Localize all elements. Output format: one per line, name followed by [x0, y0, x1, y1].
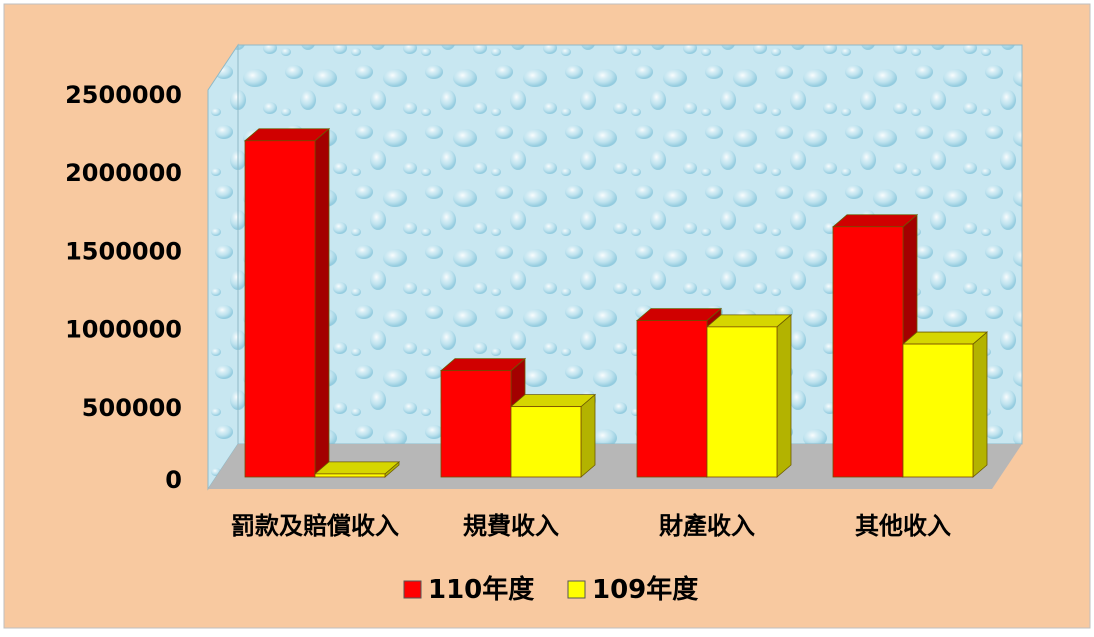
bar-top [509, 394, 597, 408]
legend-label: 109年度 [592, 574, 698, 605]
y-tick-label: 2000000 [65, 159, 182, 187]
y-tick-label: 2500000 [65, 81, 182, 109]
bar-front [636, 320, 708, 478]
bar-side [580, 393, 596, 478]
bar-side [314, 127, 330, 478]
bar [705, 313, 793, 478]
bar [243, 127, 331, 478]
x-tick-label: 罰款及賠償收入 [231, 512, 399, 540]
bar-front [244, 140, 316, 478]
bar-front [706, 326, 778, 478]
x-axis: 罰款及賠償收入 規費收入 財產收入 其他收入 [231, 512, 951, 540]
x-tick-label: 其他收入 [855, 512, 951, 540]
plot-walls [207, 43, 1023, 491]
bar-front [510, 406, 582, 478]
bar-top [635, 308, 723, 322]
bar-top [901, 331, 989, 345]
side-wall [207, 43, 239, 491]
legend-label: 110年度 [428, 574, 534, 605]
legend-swatch [403, 580, 422, 599]
bar [509, 393, 597, 478]
bar-side [776, 313, 792, 478]
y-tick-label: 500000 [82, 394, 182, 422]
bar [313, 461, 401, 478]
x-tick-label: 財產收入 [659, 512, 755, 540]
y-tick-label: 0 [165, 466, 182, 494]
bar-top [831, 214, 919, 228]
bar-top [705, 314, 793, 328]
legend-swatch [567, 580, 586, 599]
y-axis: 0 500000 1000000 1500000 2000000 2500000 [65, 81, 182, 494]
bar-top [439, 358, 527, 372]
bar-top [313, 461, 401, 475]
bar-front [440, 370, 512, 478]
bar-side [972, 331, 988, 478]
legend: 110年度 109年度 [403, 574, 698, 605]
bar [901, 331, 989, 478]
x-tick-label: 規費收入 [463, 512, 559, 540]
y-tick-label: 1500000 [65, 237, 182, 265]
bar-front [902, 343, 974, 478]
bar-top [243, 128, 331, 142]
bars [243, 127, 989, 478]
bar-front [314, 473, 386, 478]
bar-front [832, 226, 904, 478]
y-tick-label: 1000000 [65, 316, 182, 344]
floor [208, 444, 1022, 489]
